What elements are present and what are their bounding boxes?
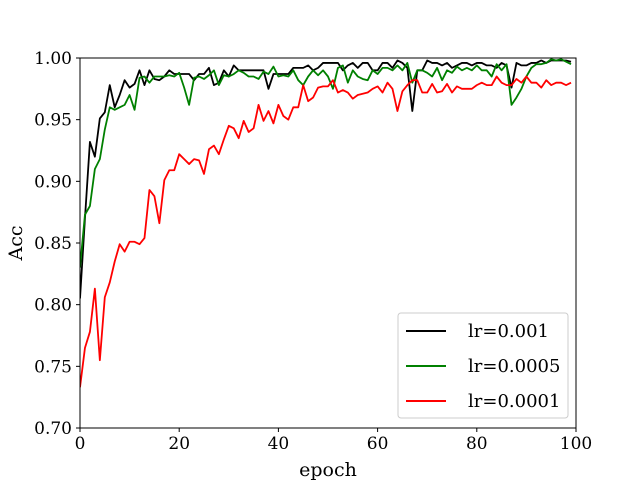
x-tick-label: 60 xyxy=(367,434,389,454)
y-tick-label: 1.00 xyxy=(34,49,72,69)
series-line-lr-0-0005 xyxy=(80,58,572,268)
x-tick-label: 40 xyxy=(268,434,290,454)
legend-label-lr-0.0001: lr=0.0001 xyxy=(468,391,560,412)
y-tick-label: 0.85 xyxy=(34,234,72,254)
x-tick-label: 100 xyxy=(560,434,592,454)
legend-label-lr-0.001: lr=0.001 xyxy=(468,321,549,342)
y-tick-label: 0.80 xyxy=(34,296,72,316)
series-line-lr-0-001 xyxy=(80,59,572,299)
y-tick-label: 0.95 xyxy=(34,111,72,131)
x-tick-label: 20 xyxy=(168,434,190,454)
legend: lr=0.001 lr=0.0005 lr=0.0001 xyxy=(397,312,569,419)
y-axis-label: Acc xyxy=(5,225,27,261)
y-tick-label: 0.90 xyxy=(34,172,72,192)
x-axis-label: epoch xyxy=(299,459,357,480)
x-tick-label: 0 xyxy=(75,434,86,454)
legend-box xyxy=(397,312,569,419)
series-line-lr-0-0001 xyxy=(80,75,572,388)
x-tick-label: 80 xyxy=(466,434,488,454)
legend-label-lr-0.0005: lr=0.0005 xyxy=(468,356,560,377)
y-tick-label: 0.70 xyxy=(34,419,72,439)
x-axis: 0 20 40 60 80 100 xyxy=(75,428,592,454)
y-tick-label: 0.75 xyxy=(34,357,72,377)
y-axis: 0.70 0.75 0.80 0.85 0.90 0.95 1.00 xyxy=(34,49,80,439)
series-layer xyxy=(80,58,572,388)
